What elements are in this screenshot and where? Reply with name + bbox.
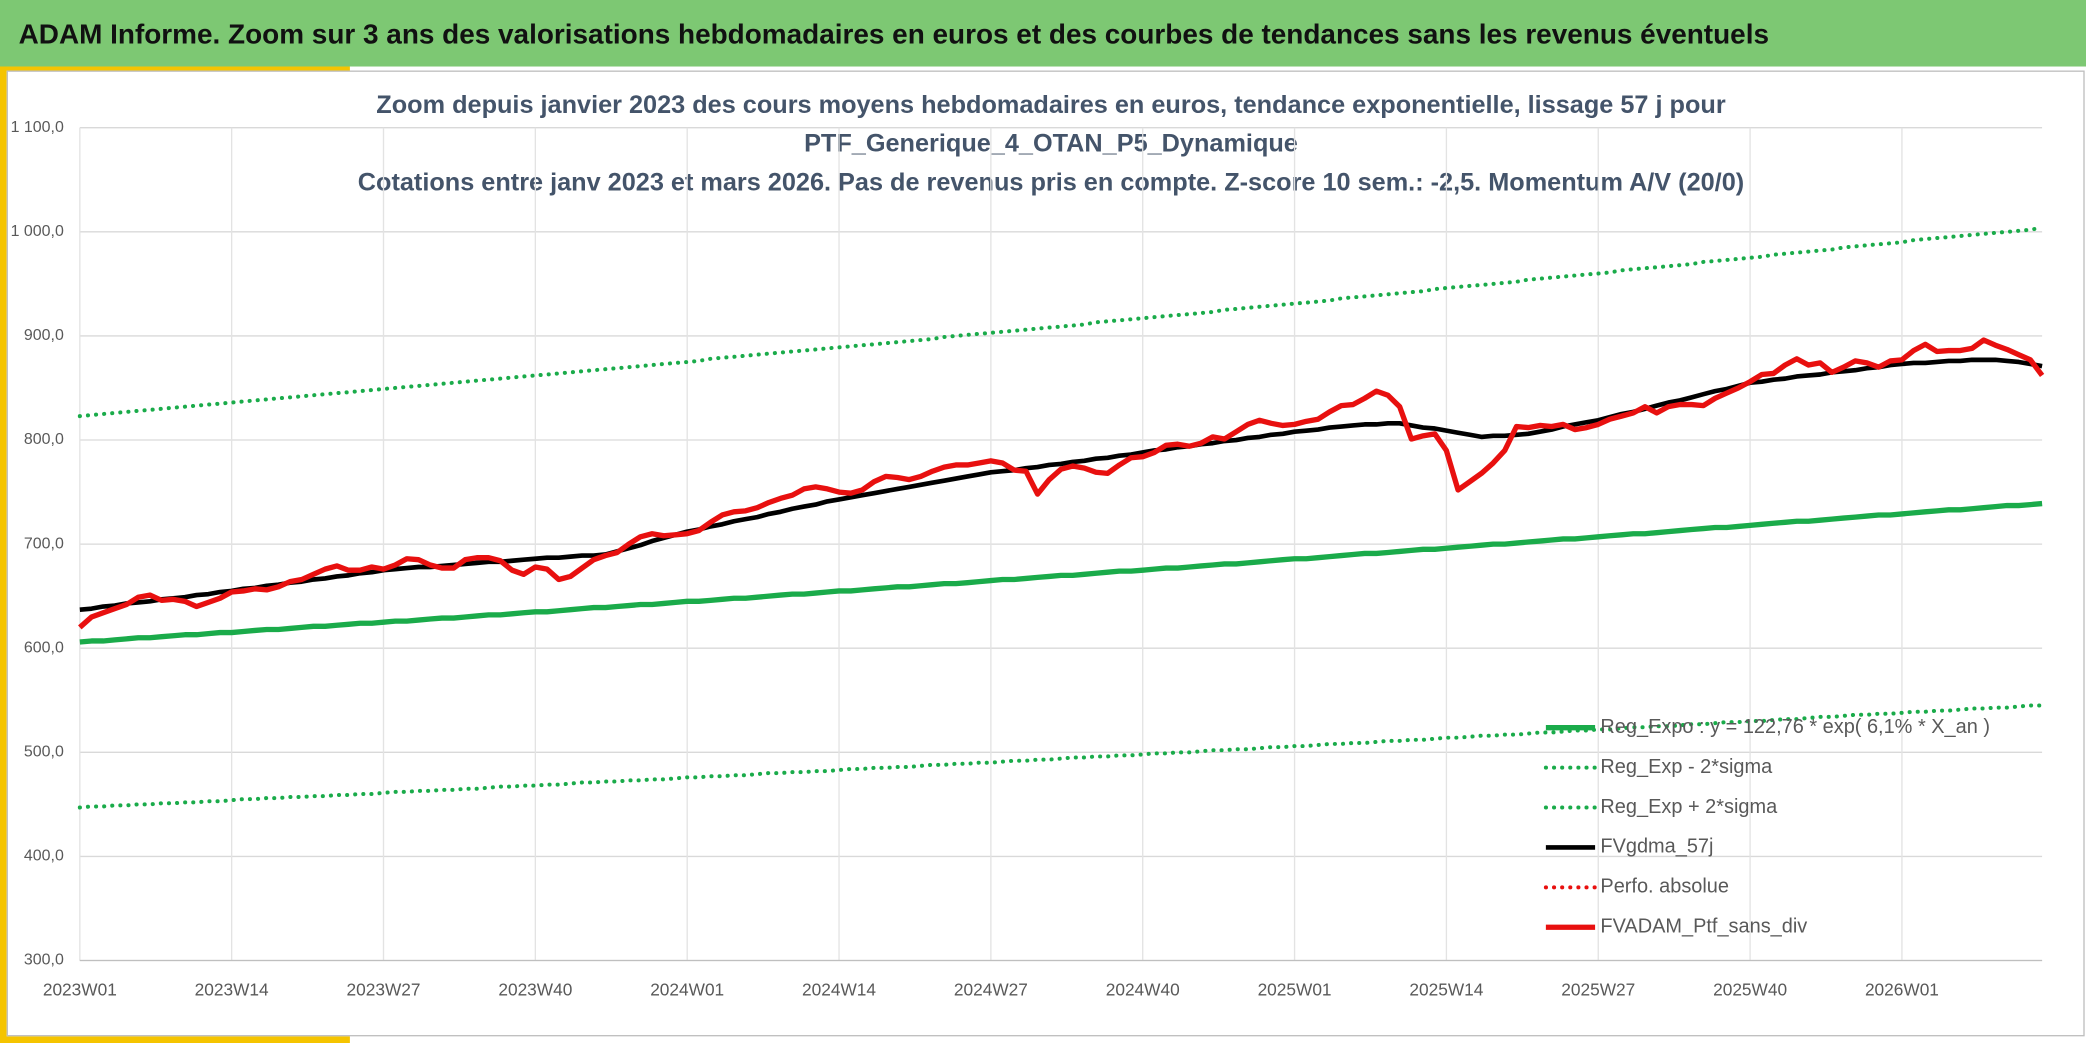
legend-label: FVADAM_Ptf_sans_div [1600, 916, 1807, 938]
x-tick-label: 2023W01 [43, 980, 117, 1000]
chart-frame [6, 70, 2085, 1037]
legend-label: Reg_Expo : y = 122,76 * exp( 6,1% * X_an… [1600, 716, 1990, 738]
legend-label: Reg_Exp - 2*sigma [1600, 756, 1773, 778]
y-tick-label: 1 100,0 [11, 119, 64, 136]
x-tick-label: 2023W14 [195, 980, 269, 1000]
header-bar [0, 0, 2086, 67]
y-tick-label: 700,0 [24, 535, 64, 552]
y-tick-label: 400,0 [24, 848, 64, 865]
legend-label: Perfo. absolue [1600, 876, 1729, 898]
chart-title: Cotations entre janv 2023 et mars 2026. … [358, 168, 1744, 196]
x-tick-label: 2024W01 [650, 980, 724, 1000]
accent [0, 66, 350, 71]
y-tick-label: 500,0 [24, 744, 64, 761]
x-tick-label: 2025W01 [1258, 980, 1332, 1000]
series-line [77, 703, 2045, 810]
series-line [79, 357, 2043, 613]
x-tick-label: 2024W40 [1106, 980, 1180, 1000]
x-tick-label: 2025W14 [1409, 980, 1483, 1000]
y-tick-label: 1 000,0 [11, 223, 64, 240]
chart-title: Zoom depuis janvier 2023 des cours moyen… [376, 91, 1726, 119]
chart: Zoom depuis janvier 2023 des cours moyen… [11, 91, 2045, 1000]
accent [0, 1036, 350, 1043]
x-tick-label: 2026W01 [1865, 980, 1939, 1000]
series-line [78, 337, 2045, 630]
y-tick-label: 300,0 [24, 952, 64, 969]
x-tick-label: 2025W40 [1713, 980, 1787, 1000]
x-tick-label: 2024W27 [954, 980, 1028, 1000]
series-line [79, 500, 2043, 645]
y-tick-label: 800,0 [24, 431, 64, 448]
y-tick-label: 900,0 [24, 327, 64, 344]
chart-title: PTF_Generique_4_OTAN_P5_Dynamique [804, 130, 1298, 158]
x-tick-label: 2025W27 [1561, 980, 1635, 1000]
y-tick-label: 600,0 [24, 639, 64, 656]
legend-label: Reg_Exp + 2*sigma [1600, 796, 1778, 818]
x-tick-label: 2023W27 [347, 980, 421, 1000]
page-title: ADAM Informe. Zoom sur 3 ans des valoris… [19, 18, 1769, 49]
x-tick-label: 2023W40 [498, 980, 572, 1000]
legend-label: FVgdma_57j [1600, 836, 1713, 858]
x-tick-label: 2024W14 [802, 980, 876, 1000]
accent [0, 66, 7, 1043]
